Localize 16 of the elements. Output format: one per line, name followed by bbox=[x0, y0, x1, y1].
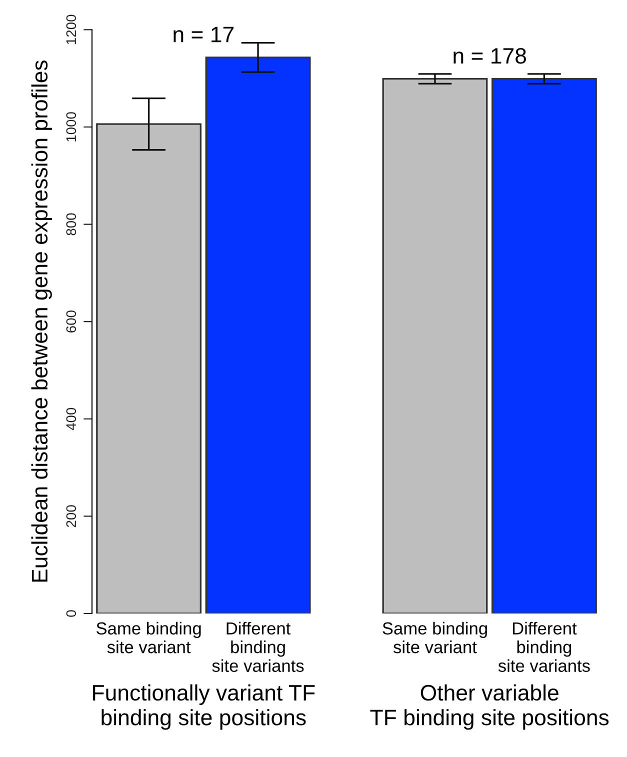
y-tick-label: 800 bbox=[66, 213, 76, 236]
text: Functionally variant TF binding site positions bbox=[93, 684, 315, 730]
y-tick-label: 400 bbox=[66, 408, 76, 430]
y-axis-title: Euclidean distance between gene expression profiles bbox=[31, 60, 52, 582]
y-tick-label: 1200 bbox=[66, 14, 76, 44]
y-tick-label: 200 bbox=[66, 505, 76, 528]
x-tick-label: Different binding site variants bbox=[212, 622, 304, 672]
x-tick-label: Same binding site variant bbox=[96, 622, 201, 654]
y-tick-label: 1000 bbox=[66, 112, 76, 142]
annotation: n = 178 bbox=[454, 48, 526, 64]
text: Other variable TF binding site positions bbox=[370, 684, 609, 730]
x-tick-label: Same binding site variant bbox=[382, 622, 487, 654]
y-tick-label: 0 bbox=[66, 610, 76, 617]
x-tick-label: Different binding site variants bbox=[498, 622, 590, 672]
annotation: n = 17 bbox=[174, 26, 234, 42]
y-tick-label: 600 bbox=[66, 310, 76, 332]
